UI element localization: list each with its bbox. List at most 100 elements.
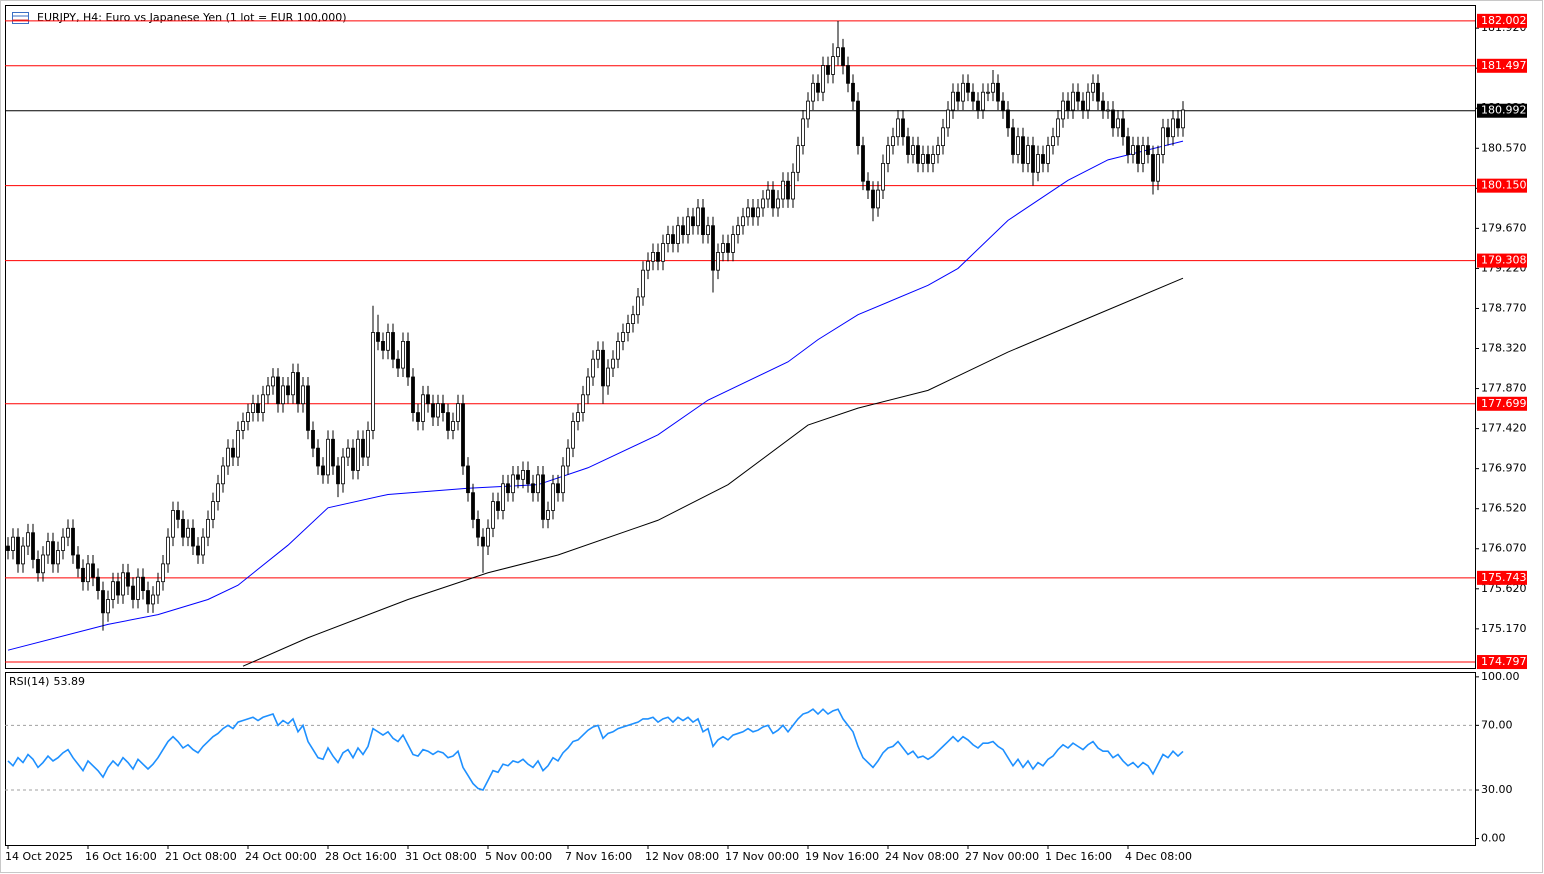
candle-body xyxy=(536,474,540,494)
candle-body xyxy=(886,145,890,164)
x-tick-label: 24 Nov 08:00 xyxy=(885,850,959,863)
candle-body xyxy=(36,559,40,574)
candle-body xyxy=(361,438,365,458)
x-tick-label: 21 Oct 08:00 xyxy=(165,850,237,863)
price-level-label: 175.743 xyxy=(1481,571,1527,584)
candle-body xyxy=(976,100,980,111)
candle-body xyxy=(1156,154,1160,182)
candle-body xyxy=(6,545,10,551)
candle-body xyxy=(481,536,485,547)
rsi-line xyxy=(7,708,1184,791)
candle-body xyxy=(846,65,850,84)
price-level-label: 174.797 xyxy=(1481,655,1527,668)
candle-body xyxy=(151,594,155,605)
y-tick-label: 177.420 xyxy=(1481,422,1527,435)
candle-body xyxy=(236,429,240,458)
candle-body xyxy=(641,269,645,298)
x-tick-label: 27 Nov 00:00 xyxy=(965,850,1039,863)
candle-body xyxy=(756,207,760,218)
candle-body xyxy=(266,385,270,396)
candle-body xyxy=(566,447,570,467)
candle-body xyxy=(946,109,950,129)
candle-body xyxy=(1006,109,1010,129)
candle-body xyxy=(226,447,230,467)
y-tick-label: 100.00 xyxy=(1481,670,1520,683)
candle-body xyxy=(781,180,785,200)
x-tick-label: 14 Oct 2025 xyxy=(5,850,73,863)
candle-body xyxy=(1081,100,1085,111)
candle-body xyxy=(146,590,150,605)
candle-body xyxy=(56,550,60,565)
candle-body xyxy=(801,118,805,147)
candle-body xyxy=(71,527,75,556)
candle-body xyxy=(791,171,795,200)
candle-body xyxy=(1146,145,1150,155)
candle-body xyxy=(586,376,590,396)
y-tick-label: 175.170 xyxy=(1481,622,1527,635)
y-tick-label: 0.00 xyxy=(1481,832,1506,845)
candle-body xyxy=(241,421,245,431)
x-tick-label: 4 Dec 08:00 xyxy=(1125,850,1192,863)
candle-body xyxy=(856,100,860,147)
candle-body xyxy=(476,518,480,538)
candle-body xyxy=(176,510,180,520)
candle-body xyxy=(1171,118,1175,138)
candle-body xyxy=(551,483,555,511)
candle-body xyxy=(291,372,295,396)
symbol-icon xyxy=(12,12,29,24)
candle-body xyxy=(416,412,420,422)
price-level-label: 180.992 xyxy=(1481,104,1527,117)
candle-body xyxy=(516,474,520,480)
candle-body xyxy=(171,510,175,538)
candle-body xyxy=(651,252,655,262)
candle-body xyxy=(821,65,825,93)
x-tick-label: 7 Nov 16:00 xyxy=(565,850,632,863)
x-tick-label: 16 Oct 16:00 xyxy=(85,850,157,863)
candle-body xyxy=(1011,127,1015,155)
candle-body xyxy=(746,207,750,218)
candle-body xyxy=(401,340,405,369)
candle-body xyxy=(681,225,685,236)
candle-body xyxy=(1071,91,1075,111)
candle-body xyxy=(831,56,835,75)
candle-body xyxy=(811,82,815,102)
candle-body xyxy=(461,403,465,467)
candle-body xyxy=(486,527,490,547)
candle-body xyxy=(201,536,205,556)
candle-body xyxy=(331,438,335,467)
x-tick-label: 12 Nov 08:00 xyxy=(645,850,719,863)
candle-body xyxy=(891,136,895,147)
candle-body xyxy=(441,403,445,413)
candle-body xyxy=(626,323,630,333)
candle-body xyxy=(21,545,25,565)
candle-body xyxy=(421,394,425,422)
candle-body xyxy=(281,385,285,405)
candle-body xyxy=(986,91,990,94)
candle-body xyxy=(561,465,565,494)
candle-body xyxy=(571,421,575,449)
candle-body xyxy=(311,429,315,449)
price-level-box xyxy=(1477,103,1527,118)
y-tick-label: 176.520 xyxy=(1481,502,1527,515)
y-tick-label: 180.570 xyxy=(1481,141,1527,154)
candle-body xyxy=(531,483,535,494)
candle-body xyxy=(111,581,115,600)
candle-body xyxy=(381,340,385,351)
candle-body xyxy=(906,136,910,155)
candle-body xyxy=(126,572,130,587)
candle-body xyxy=(991,82,995,93)
candle-body xyxy=(306,385,310,431)
candle-body xyxy=(221,465,225,485)
candle-body xyxy=(296,372,300,405)
candle-body xyxy=(966,82,970,93)
candle-body xyxy=(866,180,870,191)
candle-body xyxy=(216,483,220,502)
candle-body xyxy=(1096,82,1100,102)
candle-body xyxy=(596,349,600,360)
candle-body xyxy=(406,340,410,378)
candle-body xyxy=(336,465,340,485)
x-tick-label: 28 Oct 16:00 xyxy=(325,850,397,863)
candle-body xyxy=(716,252,720,271)
candle-body xyxy=(121,572,125,596)
candle-body xyxy=(1021,136,1025,164)
